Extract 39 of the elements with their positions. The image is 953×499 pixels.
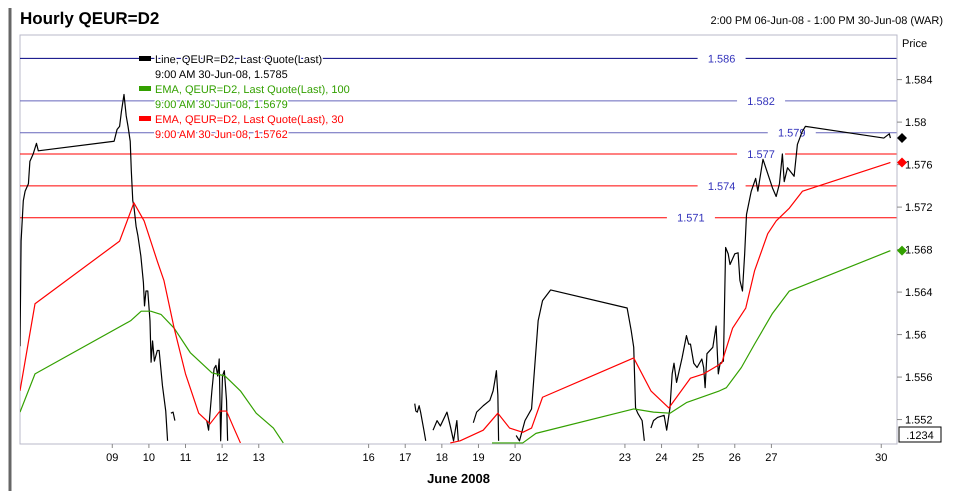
x-tick-label: 17 [399,452,412,464]
x-tick-label: 18 [436,452,448,464]
x-tick-label: 20 [508,452,522,464]
x-tick-label: 26 [728,452,741,464]
y-tick-label: 1.552 [905,414,933,427]
ref-line-label: 1.571 [677,212,705,225]
ref-line-label: 1.586 [708,53,736,66]
legend-label: EMA, QEUR=D2, Last Quote(Last), 100 [155,84,350,96]
annotation: 9:00 AM 30-Jun-08, 1.5785 [155,69,288,81]
x-axis-title: June 2008 [427,471,490,486]
x-tick-label: 25 [692,452,704,464]
legend-label: EMA, QEUR=D2, Last Quote(Last), 30 [155,114,344,126]
x-tick-label: 10 [142,452,156,464]
y-tick-label: 1.584 [905,74,933,87]
ref-line-label: 1.574 [708,180,736,193]
annotation: 9:00 AM 30-Jun-08, 1.5679 [155,99,288,111]
x-tick-label: 09 [106,452,118,464]
x-tick-label: 16 [362,452,375,464]
x-tick-label: 11 [180,452,192,464]
y-tick-label: 1.58 [905,117,926,130]
x-tick-label: 12 [216,452,228,464]
y-tick-label: 1.572 [905,202,933,214]
x-tick-label: 30 [875,452,888,464]
x-tick-label: 13 [252,452,265,464]
y-tick-label: 1.576 [905,160,933,172]
y-tick-label: 1.568 [905,244,933,257]
chart-subtitle: 2:00 PM 06-Jun-08 - 1:00 PM 30-Jun-08 (WAR) [710,15,943,27]
text: .1234 [906,430,934,442]
x-tick-label: 24 [655,452,668,464]
x-tick-label: 19 [472,452,485,464]
x-tick-label: 23 [618,452,632,464]
ref-line-label: 1.582 [747,96,775,108]
ref-line-label: 1.577 [747,148,775,161]
x-tick-label: 27 [765,452,778,464]
y-tick-label: 1.564 [905,287,933,300]
y-tick-label: 1.56 [905,330,926,342]
y-tick-label: 1.556 [905,372,933,384]
y-axis-title: Price [902,38,928,50]
chart-title: Hourly QEUR=D2 [20,9,160,28]
